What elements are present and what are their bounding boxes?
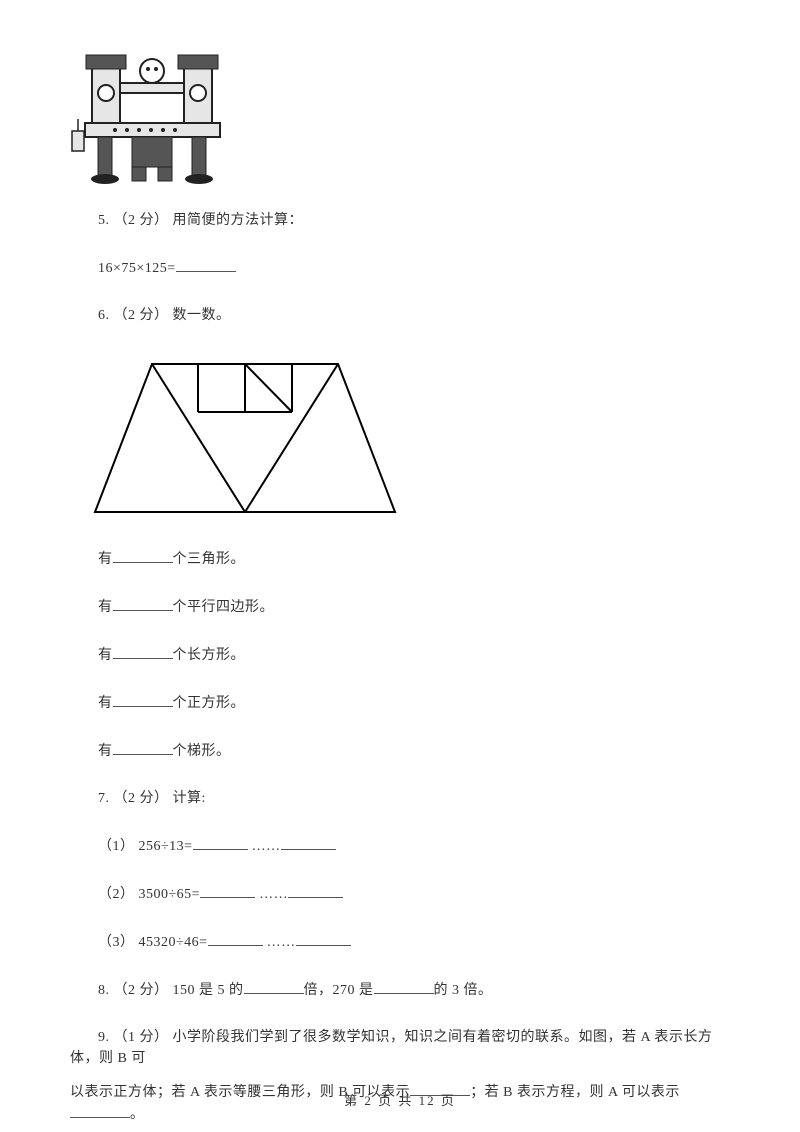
q6-header: 6. （2 分） 数一数。 xyxy=(70,305,730,326)
q7-blank-remainder xyxy=(288,883,343,898)
q7-item-label: （1） xyxy=(98,839,139,854)
q6-blank xyxy=(113,740,173,755)
q5-expression-line: 16×75×125= xyxy=(70,257,730,279)
q5-expression: 16×75×125= xyxy=(98,261,176,276)
q7-item-label: （3） xyxy=(98,935,139,950)
q6-pre: 有 xyxy=(98,744,113,759)
q7-blank-remainder xyxy=(281,835,336,850)
footer-text: 第 2 页 共 12 页 xyxy=(344,1093,456,1108)
q7-item-expr: 3500÷65= xyxy=(139,887,201,902)
q8-blank-2 xyxy=(374,979,434,994)
q7-header: 7. （2 分） 计算: xyxy=(70,788,730,809)
q7-sep: …… xyxy=(255,887,288,902)
q6-blank xyxy=(113,692,173,707)
q7-blank-quotient xyxy=(208,931,263,946)
q6-geometric-figure xyxy=(70,352,420,522)
q6-answer-line: 有 个三角形。 xyxy=(70,548,730,570)
q6-blank xyxy=(113,596,173,611)
q7-item-expr: 45320÷46= xyxy=(139,935,208,950)
q8-post: 的 3 倍。 xyxy=(434,983,493,998)
cartoon-illustration xyxy=(70,45,730,190)
q6-answer-line: 有 个平行四边形。 xyxy=(70,596,730,618)
q6-answer-lines: 有个三角形。有个平行四边形。有个长方形。有个正方形。有个梯形。 xyxy=(70,548,730,762)
q6-answer-line: 有 个长方形。 xyxy=(70,644,730,666)
q6-post: 个梯形。 xyxy=(173,744,231,759)
machine-worker-illustration xyxy=(70,45,235,190)
q6-answer-line: 有 个梯形。 xyxy=(70,740,730,762)
q7-item-expr: 256÷13= xyxy=(139,839,193,854)
page: 5. （2 分） 用简便的方法计算： 16×75×125= 6. （2 分） 数… xyxy=(0,0,800,1132)
q9-line1: 9. （1 分） 小学阶段我们学到了很多数学知识，知识之间有着密切的联系。如图，… xyxy=(70,1027,730,1069)
q8-line: 8. （2 分） 150 是 5 的 倍，270 是 的 3 倍。 xyxy=(70,979,730,1001)
q7-item-label: （2） xyxy=(98,887,139,902)
q5-header: 5. （2 分） 用简便的方法计算： xyxy=(70,210,730,231)
q7-sep: …… xyxy=(263,935,296,950)
q7-item: （2） 3500÷65= …… xyxy=(70,883,730,905)
q7-items: （1） 256÷13= ……（2） 3500÷65= ……（3） 45320÷4… xyxy=(70,835,730,953)
page-footer: 第 2 页 共 12 页 xyxy=(0,1091,800,1111)
q6-pre: 有 xyxy=(98,696,113,711)
q6-pre: 有 xyxy=(98,552,113,567)
q6-post: 个平行四边形。 xyxy=(173,600,275,615)
q6-pre: 有 xyxy=(98,600,113,615)
q6-blank xyxy=(113,548,173,563)
q8-pre: 8. （2 分） 150 是 5 的 xyxy=(98,983,244,998)
q6-post: 个三角形。 xyxy=(173,552,246,567)
q8-mid: 倍，270 是 xyxy=(304,983,374,998)
q7-item: （1） 256÷13= …… xyxy=(70,835,730,857)
q7-sep: …… xyxy=(248,839,281,854)
q6-post: 个正方形。 xyxy=(173,696,246,711)
q7-blank-quotient xyxy=(193,835,248,850)
q6-blank xyxy=(113,644,173,659)
q6-figure-wrap xyxy=(70,352,730,522)
q7-item: （3） 45320÷46= …… xyxy=(70,931,730,953)
q6-pre: 有 xyxy=(98,648,113,663)
q6-answer-line: 有 个正方形。 xyxy=(70,692,730,714)
q5-blank xyxy=(176,257,236,272)
q8-blank-1 xyxy=(244,979,304,994)
q7-blank-quotient xyxy=(200,883,255,898)
q6-post: 个长方形。 xyxy=(173,648,246,663)
q7-blank-remainder xyxy=(296,931,351,946)
